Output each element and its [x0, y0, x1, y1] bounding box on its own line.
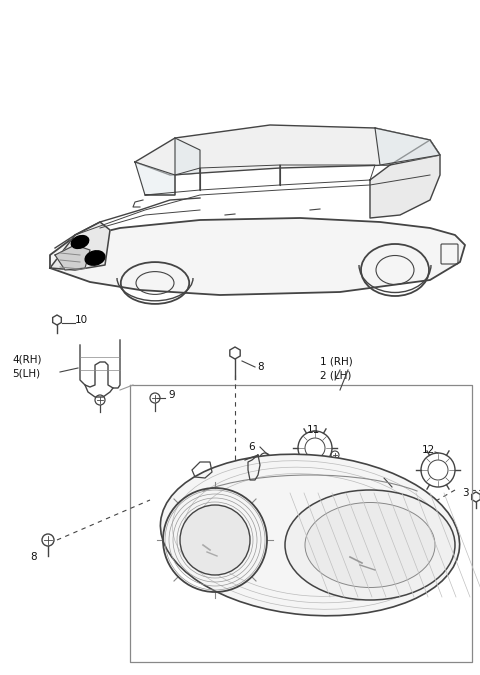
Polygon shape [370, 140, 440, 218]
Polygon shape [50, 222, 110, 270]
Ellipse shape [160, 454, 459, 616]
Ellipse shape [285, 490, 455, 600]
Polygon shape [135, 162, 175, 195]
Circle shape [180, 505, 250, 575]
Text: 6: 6 [248, 442, 254, 452]
Text: 12: 12 [422, 445, 435, 455]
Text: 10: 10 [75, 315, 88, 325]
Ellipse shape [85, 250, 105, 265]
Text: 4(RH): 4(RH) [12, 355, 41, 365]
Text: 3: 3 [462, 488, 468, 498]
Text: 1 (RH): 1 (RH) [320, 357, 353, 367]
Text: 7: 7 [382, 473, 389, 483]
Polygon shape [55, 245, 90, 270]
Polygon shape [135, 125, 440, 175]
Polygon shape [375, 128, 440, 165]
Polygon shape [175, 138, 200, 175]
Text: 2 (LH): 2 (LH) [320, 370, 351, 380]
Text: 11: 11 [307, 425, 320, 435]
Text: 8: 8 [30, 552, 36, 562]
Text: 8: 8 [257, 362, 264, 372]
Text: 5(LH): 5(LH) [12, 368, 40, 378]
Ellipse shape [305, 502, 435, 587]
Polygon shape [50, 218, 465, 295]
Text: 9: 9 [168, 390, 175, 400]
Ellipse shape [72, 236, 89, 248]
